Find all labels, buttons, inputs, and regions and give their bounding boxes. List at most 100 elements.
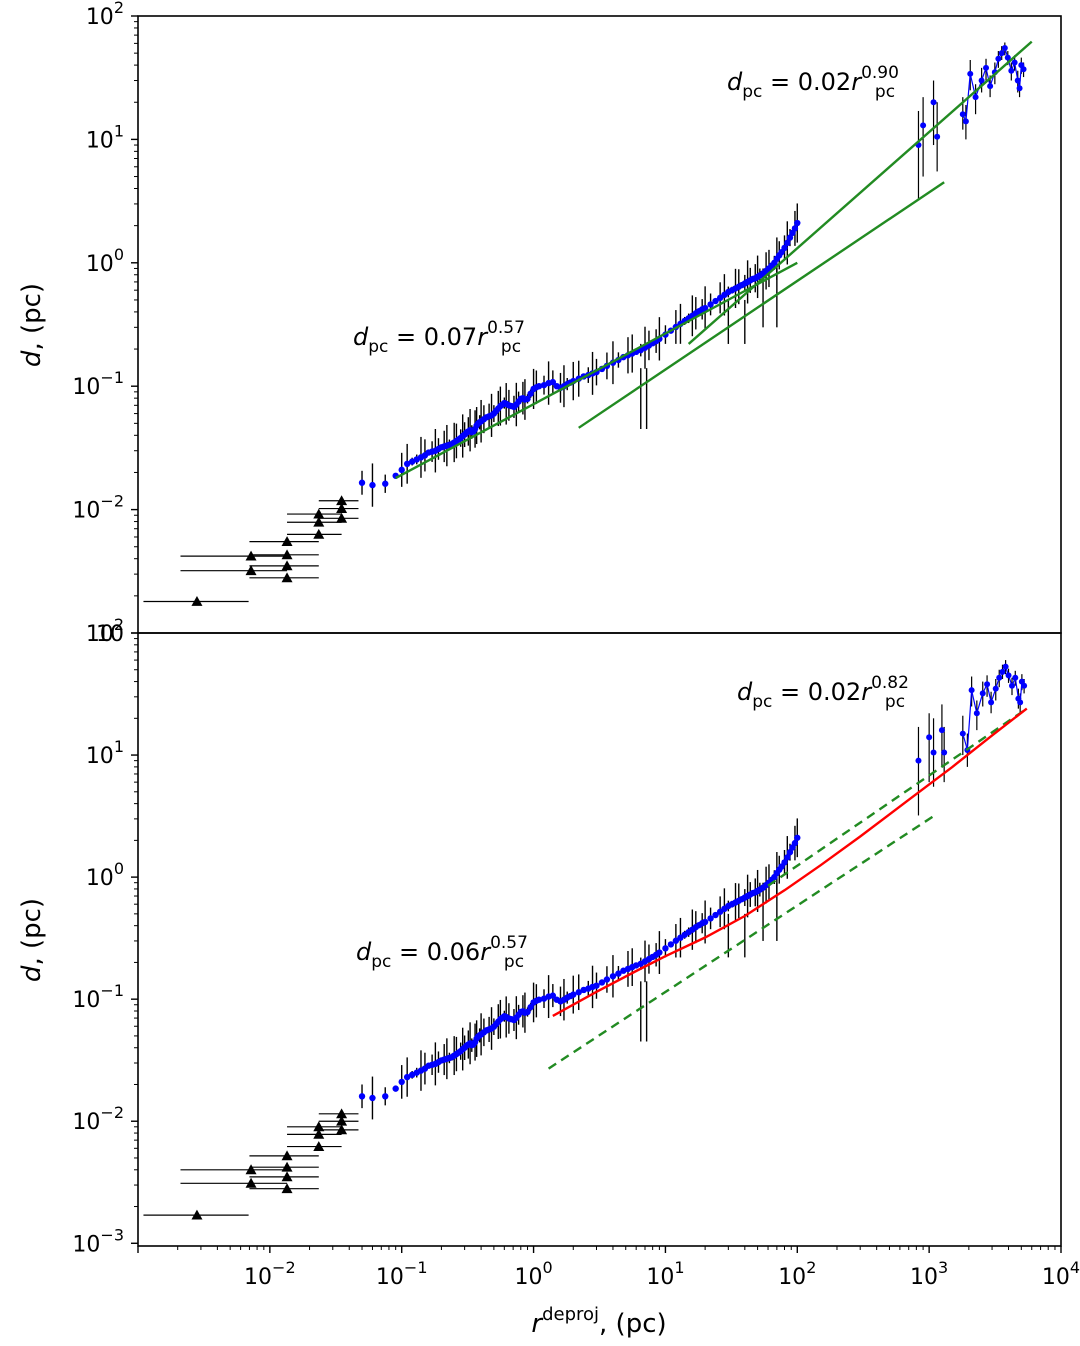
inner-data-point <box>615 970 622 977</box>
triangle-marker <box>191 595 203 606</box>
bottom-panel-frame <box>137 632 1062 1247</box>
inner-data-point <box>593 982 600 989</box>
inner-data-point <box>527 390 534 397</box>
inner-data-point <box>524 395 531 403</box>
x-tick-label: 10−1 <box>376 1258 428 1290</box>
outer-data-point <box>1011 59 1018 66</box>
x-axis-label: rdeproj, (pc) <box>531 1304 666 1339</box>
bottom-x-axis: 10−2 10−1 100 101 102 103 104 <box>137 1246 1080 1290</box>
triangle-marker <box>336 1124 348 1135</box>
inner-data-point <box>398 1078 405 1086</box>
x-tick-label: 103 <box>910 1258 948 1290</box>
inner-data-point <box>781 244 788 252</box>
inner-data-point <box>784 854 791 861</box>
outer-data-point <box>959 730 966 737</box>
inner-data-point <box>598 979 606 986</box>
inner-data-point <box>549 378 557 386</box>
outer-data-point <box>926 734 933 741</box>
inner-data-point <box>369 1094 376 1102</box>
inner-data-point <box>672 937 680 944</box>
outer-data-point <box>1001 45 1008 52</box>
y-tick-label: 10−1 <box>72 981 124 1013</box>
outer-data-point <box>1004 54 1011 61</box>
inner-data-point <box>656 949 663 956</box>
inner-data-point <box>707 301 714 308</box>
outer-data-point <box>999 668 1006 675</box>
inner-data-point <box>794 219 801 227</box>
outer-data-point <box>987 83 994 90</box>
outer-data-point <box>967 70 974 77</box>
outer-data-point <box>1009 682 1016 689</box>
outer-data-point <box>1020 66 1027 73</box>
inner-data-point <box>527 1003 534 1011</box>
outer-data-point <box>962 118 969 125</box>
fit-line <box>687 40 1033 345</box>
outer-data-point <box>992 685 999 692</box>
x-tick-label: 102 <box>778 1258 816 1290</box>
top-y-axis: 10 10−2 10−1 100 101 102 <box>72 0 138 647</box>
triangle-marker <box>281 549 293 560</box>
inner-data-point <box>382 1093 389 1100</box>
triangle-marker <box>281 572 293 583</box>
bottom-annotations: dpc = 0.02r0.82 pc dpc = 0.06r0.57 pc <box>356 673 909 972</box>
triangle-marker <box>336 1115 348 1126</box>
inner-data-point <box>786 234 794 241</box>
fit-equation-label: dpc = 0.06r0.57 pc <box>356 933 528 972</box>
inner-data-point <box>570 991 577 998</box>
y-tick-label: 10−2 <box>72 1103 124 1135</box>
triangle-marker <box>281 1183 293 1194</box>
outer-data-point <box>996 674 1003 681</box>
inner-data-point <box>662 945 669 952</box>
outer-data-point <box>930 99 937 106</box>
outer-data-point <box>1005 672 1012 679</box>
outer-data-point <box>915 757 922 764</box>
inner-data-point <box>575 989 582 996</box>
outer-data-point <box>1017 699 1024 706</box>
inner-data-point <box>382 480 389 487</box>
triangle-marker <box>245 550 257 561</box>
inner-data-point <box>535 996 543 1003</box>
inner-data-point <box>707 915 714 922</box>
inner-data-point <box>609 973 617 980</box>
inner-data-point <box>358 1093 366 1100</box>
outer-data-point <box>959 111 966 118</box>
outer-data-point <box>968 687 975 694</box>
outer-data-point <box>938 727 945 734</box>
y-tick-label: 100 <box>86 859 124 891</box>
outer-data-point <box>978 77 985 84</box>
fit-equation-label: dpc = 0.02r0.82 pc <box>737 673 909 712</box>
y-tick-label: 102 <box>86 615 124 647</box>
x-tick-label: 104 <box>1042 1258 1080 1290</box>
triangle-marker <box>313 1141 325 1151</box>
inner-data-point <box>524 1008 531 1016</box>
triangle-marker <box>281 1150 293 1161</box>
inner-data-point <box>603 976 611 983</box>
fit-line <box>578 181 945 429</box>
inner-data-point <box>701 918 709 926</box>
inner-data-point <box>358 479 366 486</box>
outer-data-point <box>1008 67 1015 74</box>
fit-equation-label: dpc = 0.02r0.90 pc <box>727 63 899 102</box>
triangle-marker <box>313 528 325 539</box>
inner-data-point <box>791 225 799 232</box>
triangle-marker <box>336 512 348 523</box>
inner-data-point <box>701 304 709 312</box>
bottom-y-axis: 10−3 10−2 10−1 100 101 102 <box>72 615 138 1257</box>
outer-data-point <box>920 122 927 129</box>
outer-data-point <box>988 699 995 706</box>
outer-data-point <box>930 749 937 756</box>
triangle-marker <box>313 508 325 519</box>
inner-data-point <box>784 239 791 247</box>
top-panel: 10 10−2 10−1 100 101 102 d, (pc) dpc = 0.02r0… <box>17 0 1062 647</box>
bottom-plot-area <box>143 660 1028 1220</box>
outer-data-point <box>983 64 990 71</box>
y-tick-label: 10 <box>96 622 124 647</box>
outer-data-point <box>1002 663 1009 670</box>
inner-data-point <box>398 466 405 474</box>
outer-data-point <box>995 55 1002 62</box>
triangle-marker <box>313 1128 325 1139</box>
combined-fit-curve <box>552 707 1028 1017</box>
top-y-axis-label: d, (pc) <box>17 283 47 367</box>
